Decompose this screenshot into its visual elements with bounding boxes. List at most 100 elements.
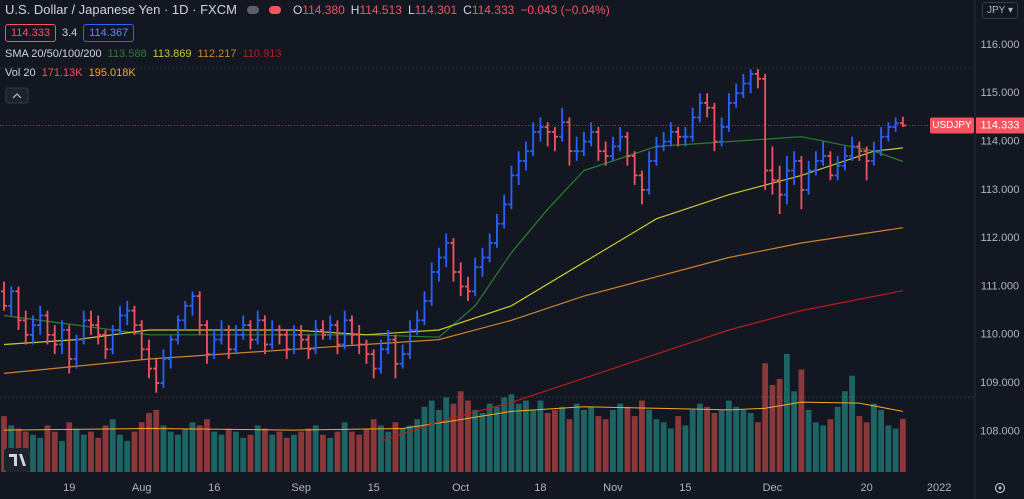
sell-button[interactable]: 114.333 xyxy=(5,24,56,42)
ohlc-item: C114.333 xyxy=(463,3,514,17)
symbol-tag: USDJPY xyxy=(932,120,972,131)
volume-bar xyxy=(233,431,239,472)
volume-bar xyxy=(754,422,761,472)
volume-bar xyxy=(204,419,210,472)
volume-bar xyxy=(44,425,51,472)
currency: JPY xyxy=(987,5,1006,16)
volume-bar xyxy=(733,406,740,472)
volume-bar xyxy=(870,403,877,472)
volume-bar xyxy=(399,428,406,472)
volume-bar xyxy=(211,431,218,472)
volume-bar xyxy=(856,416,863,472)
volume-bar xyxy=(740,409,747,472)
volume-bar xyxy=(378,425,384,472)
volume-bar xyxy=(892,428,899,472)
x-tick-label: 15 xyxy=(368,482,380,494)
volume-ma-value: 195.018K xyxy=(88,67,136,79)
volume-bar xyxy=(160,425,167,472)
y-tick-label: 113.000 xyxy=(981,184,1020,196)
volume-name: Vol 20 xyxy=(5,67,36,79)
volume-bar xyxy=(486,403,493,472)
sma-line xyxy=(380,290,904,442)
volume-bar xyxy=(660,422,667,472)
volume-bar xyxy=(428,400,435,472)
ohlc-value: 114.301 xyxy=(414,2,458,17)
volume-bar xyxy=(501,397,508,472)
logo xyxy=(4,448,30,472)
volume-bar xyxy=(696,403,703,472)
sma-value: 112.217 xyxy=(197,48,237,60)
volume-bar xyxy=(283,437,290,472)
volume-bar xyxy=(109,419,116,472)
volume-bar xyxy=(639,400,645,472)
ohlc-key: C xyxy=(463,2,472,17)
ohlc-item: O114.380 xyxy=(293,3,345,17)
volume-bar xyxy=(269,434,276,472)
x-tick-label: Nov xyxy=(603,482,623,494)
volume-bar xyxy=(668,428,674,472)
volume-bar xyxy=(341,422,348,472)
y-tick-label: 109.000 xyxy=(980,377,1020,389)
volume-bar xyxy=(805,409,812,472)
toggle-icon[interactable] xyxy=(246,5,259,14)
volume-bar xyxy=(631,416,638,472)
volume-bar xyxy=(841,391,848,472)
volume-bar xyxy=(783,354,790,472)
volume-bar xyxy=(95,437,102,472)
y-tick-label: 111.000 xyxy=(981,280,1019,292)
volume-bar xyxy=(747,413,754,472)
ohlc-key: O xyxy=(292,2,303,17)
volume-bar xyxy=(247,434,254,472)
volume-bar xyxy=(544,413,551,472)
ohlc-item: H114.513 xyxy=(351,3,402,17)
ohlc-key: H xyxy=(350,2,360,17)
y-tick-label: 112.000 xyxy=(981,232,1020,244)
volume-bar xyxy=(51,431,58,472)
collapse-button[interactable] xyxy=(5,87,29,104)
volume-bar xyxy=(117,434,123,472)
volume-bar xyxy=(421,406,428,472)
volume-bar xyxy=(588,406,595,472)
volume-bar xyxy=(153,409,160,472)
volume-bar xyxy=(885,425,892,472)
volume-bar xyxy=(689,409,696,472)
volume-bar xyxy=(711,413,718,472)
ohlc-key: L xyxy=(407,2,415,17)
volume-bar xyxy=(494,406,500,472)
x-tick-label: 18 xyxy=(534,482,546,494)
volume-bar xyxy=(812,422,819,472)
volume-bar xyxy=(102,425,109,472)
x-tick-label: Oct xyxy=(452,482,469,494)
buy-button[interactable]: 114.367 xyxy=(83,24,135,42)
sma-value: 110.913 xyxy=(242,48,282,60)
volume-bar xyxy=(407,425,413,472)
settings-icon[interactable] xyxy=(994,482,1006,494)
volume-bar xyxy=(66,422,73,472)
volume-bar xyxy=(653,419,660,472)
change: −0.043 (−0.04%) xyxy=(520,2,610,17)
sma-legend: SMA 20/50/100/200 113.588 113.869 112.217 1… xyxy=(5,48,281,60)
y-tick-label: 115.000 xyxy=(981,87,1020,99)
volume-bar xyxy=(189,422,196,472)
volume-bar xyxy=(327,437,334,472)
volume-bar xyxy=(370,419,377,472)
y-tick-label: 116.000 xyxy=(981,39,1020,51)
y-tick-label: 114.000 xyxy=(981,135,1020,147)
volume-bar xyxy=(385,431,392,472)
x-tick-label: Aug xyxy=(132,482,152,494)
volume-bar xyxy=(175,434,181,472)
volume-bar xyxy=(465,400,471,472)
volume-bar xyxy=(254,425,261,472)
volume-bar xyxy=(414,419,421,472)
volume-bar xyxy=(225,428,232,472)
y-tick-label: 108.000 xyxy=(980,425,1020,437)
sma-name: SMA 20/50/100/200 xyxy=(5,48,102,60)
volume-bar xyxy=(834,406,841,472)
volume-bar xyxy=(704,406,711,472)
price-tag-bg xyxy=(976,117,1024,134)
volume-bar xyxy=(146,413,152,472)
volume-bar xyxy=(820,425,827,472)
x-tick-label: 15 xyxy=(679,482,691,494)
currency-button[interactable]: JPY ▾ xyxy=(982,2,1018,19)
